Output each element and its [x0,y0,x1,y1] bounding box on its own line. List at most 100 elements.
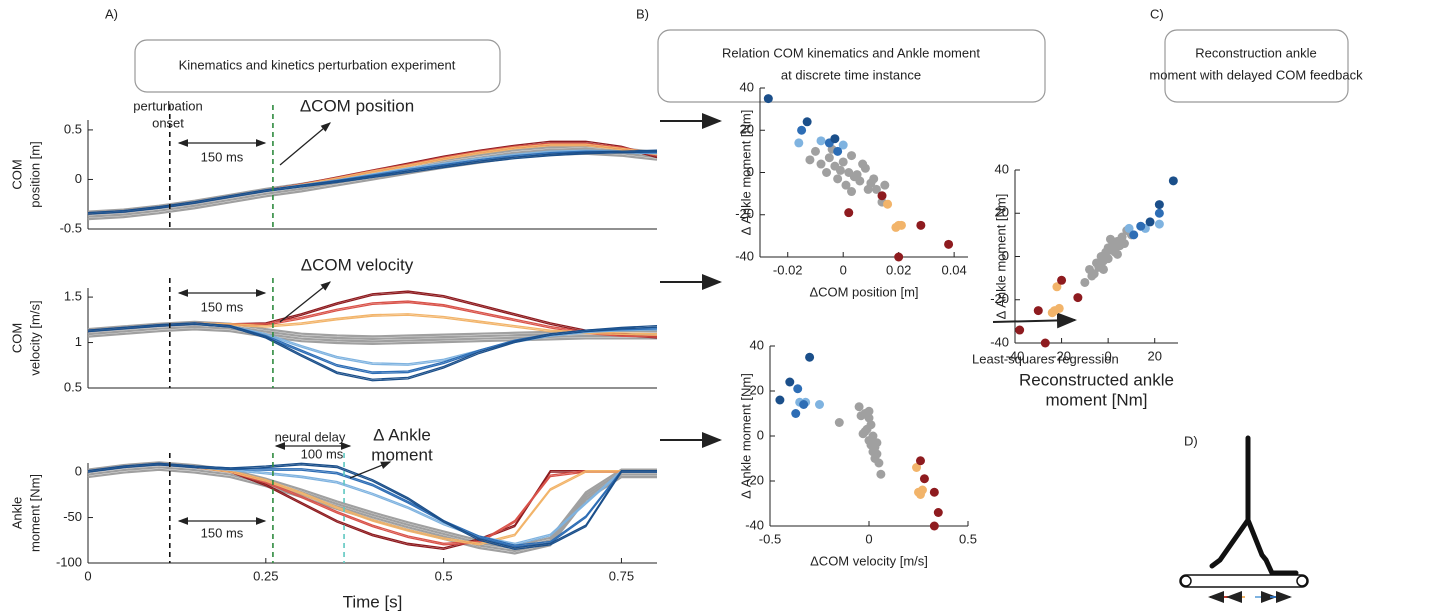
series-line [87,462,657,549]
scatter-point [833,174,843,184]
scatter-point [864,406,874,416]
y-tick-label: 40 [750,337,764,352]
y-tick-label: -20 [735,206,754,221]
scatter-point [871,184,881,194]
panel-title: Relation COM kinematics and Ankle moment [722,45,980,60]
scatter-point [834,418,844,427]
annotation: ΔCOM position [300,96,414,115]
scatter-point [841,180,851,190]
series-line [87,322,658,380]
y-axis-label: Δ Ankle moment [Nm] [993,194,1008,320]
scatter-point [810,146,820,156]
panel-title: moment with delayed COM feedback [1149,67,1363,82]
scatter-point [830,134,840,144]
x-tick-label: 0 [840,262,847,277]
scatter-point [1040,338,1050,348]
x-tick-label: 0 [865,531,872,546]
scatter-point [791,409,801,418]
series-line [87,325,657,343]
annotation: moment [371,445,433,464]
y-tick-label: -50 [63,509,82,524]
scatter-point [1124,223,1134,233]
scatter-point [1073,293,1083,303]
series-line [87,462,657,544]
y-tick-label: 0 [75,464,82,479]
y-tick-label: 0 [1002,248,1009,263]
scatter-point [854,402,864,412]
y-tick-label: 1.5 [64,289,82,304]
y-tick-label: -40 [990,334,1009,349]
scatter-point [1112,249,1122,259]
annotation: onset [152,115,184,130]
scatter-point [872,438,882,448]
y-tick-label: 20 [995,205,1009,220]
scatter-point [1168,176,1178,186]
scatter-point [847,151,857,161]
scatter-point [1047,308,1057,318]
scatter-point [1154,208,1164,218]
scatter-point [916,220,926,230]
scatter-point [838,140,848,150]
series-line [87,149,658,214]
scatter-point [863,184,873,194]
x-axis-label: moment [Nm] [1045,390,1147,409]
y-axis-label: velocity [m/s] [27,300,42,375]
x-tick-label: 0 [84,568,91,583]
scatter-point [944,239,954,249]
x-tick-label: 0.5 [435,568,453,583]
scatter-point [816,159,826,169]
scatter-point [1105,234,1115,244]
x-tick-label: 0 [1105,348,1112,363]
scatter-point [1054,303,1064,313]
scatter-point [805,352,815,362]
y-tick-label: 1 [75,334,82,349]
scatter-point [822,168,832,177]
scatter-point [860,427,870,436]
scatter-point [929,487,939,497]
panel-label: B) [636,6,649,21]
scatter-point [877,191,887,201]
scatter-point [1145,217,1155,227]
scatter-point [824,153,834,163]
annotation: 150 ms [201,525,244,540]
panel-label: C) [1150,6,1164,21]
y-axis-label: Δ Ankle moment [Nm] [738,373,753,499]
y-axis-label: position [m] [27,141,42,207]
series-line [87,461,657,548]
scatter-point [805,155,815,165]
y-tick-label: -0.5 [60,220,82,235]
x-axis-label: ΔCOM velocity [m/s] [810,553,928,568]
x-tick-label: 0.5 [959,531,977,546]
scatter-point [1154,219,1164,229]
series-line [87,320,657,338]
y-tick-label: 20 [740,122,754,137]
y-tick-label: 0.5 [64,379,82,394]
y-tick-label: -40 [735,248,754,263]
x-tick-label: 0.02 [886,262,911,277]
scatter-point [915,456,925,466]
x-tick-label: -0.02 [773,262,803,277]
scatter-point [876,469,886,479]
y-tick-label: 0 [757,427,764,442]
annotation-arrow [279,281,332,323]
scatter-point [785,377,795,387]
panel-title: Kinematics and kinetics perturbation exp… [179,57,456,72]
annotation: neural delay [275,429,346,444]
y-tick-label: 40 [995,161,1009,176]
title-box [134,39,501,93]
y-tick-label: -100 [56,554,82,569]
series-line [87,328,657,346]
scatter-point [880,180,890,190]
annotation-arrow [349,461,392,479]
y-tick-label: -20 [990,291,1009,306]
x-tick-label: -20 [1052,348,1071,363]
x-tick-label: 20 [1147,348,1161,363]
x-tick-label: -0.5 [759,531,781,546]
x-tick-label: 0.75 [609,568,634,583]
scatter-point [763,94,773,104]
y-axis-label: COM [9,159,24,189]
scatter-point [870,454,880,463]
y-tick-label: 20 [750,382,764,397]
series-line [87,151,658,215]
